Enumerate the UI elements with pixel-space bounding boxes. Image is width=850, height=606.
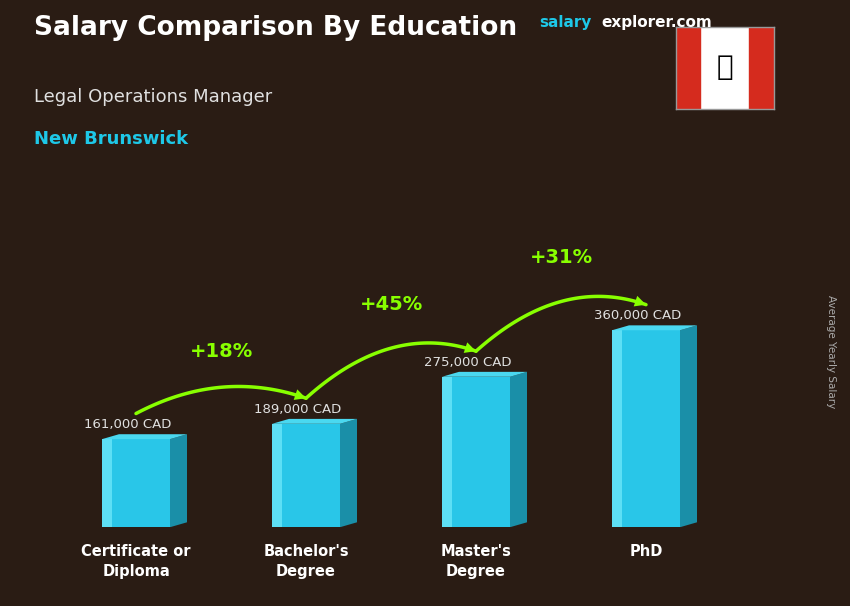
Bar [749,27,774,109]
Polygon shape [612,325,697,330]
Bar [272,424,282,527]
Text: explorer.com: explorer.com [602,15,712,30]
Text: 🍁: 🍁 [717,53,733,81]
Polygon shape [340,419,357,527]
Bar [612,330,622,527]
Bar [442,377,510,527]
Text: 360,000 CAD: 360,000 CAD [594,310,681,322]
Text: 161,000 CAD: 161,000 CAD [84,418,171,431]
Text: Average Yearly Salary: Average Yearly Salary [826,295,836,408]
Text: 275,000 CAD: 275,000 CAD [424,356,511,369]
Polygon shape [680,325,697,527]
Polygon shape [102,435,187,439]
Text: +31%: +31% [530,248,592,267]
Text: +18%: +18% [190,342,252,361]
Polygon shape [170,435,187,527]
Bar [612,330,680,527]
Polygon shape [510,372,527,527]
Text: Legal Operations Manager: Legal Operations Manager [34,88,272,106]
Bar [102,439,112,527]
Text: Salary Comparison By Education: Salary Comparison By Education [34,15,517,41]
Text: salary: salary [540,15,592,30]
Bar [676,27,700,109]
Text: New Brunswick: New Brunswick [34,130,188,148]
Bar [442,377,452,527]
Polygon shape [442,372,527,377]
Bar [102,439,170,527]
Text: 189,000 CAD: 189,000 CAD [254,403,341,416]
Polygon shape [272,419,357,424]
Text: +45%: +45% [360,295,422,314]
Bar [272,424,340,527]
